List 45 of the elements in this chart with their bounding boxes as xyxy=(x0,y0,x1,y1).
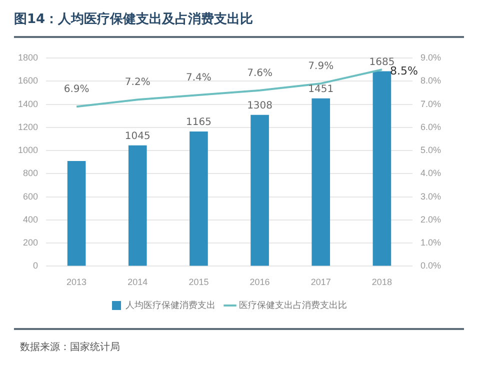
data-label: 7.9% xyxy=(308,61,334,72)
y-tick-label: 1400 xyxy=(18,98,38,109)
y2-tick-label: 3.0% xyxy=(420,191,441,202)
bar xyxy=(312,98,330,266)
y2-tick-label: 7.0% xyxy=(420,98,441,109)
y2-tick-label: 6.0% xyxy=(420,122,441,132)
y-tick-label: 800 xyxy=(22,168,38,178)
y2-tick-label: 9.0% xyxy=(420,52,441,62)
x-tick-label: 2013 xyxy=(66,277,87,288)
bar xyxy=(67,160,86,266)
x-tick-label: 2015 xyxy=(188,277,209,288)
y-tick-label: 1200 xyxy=(18,122,38,132)
chart-title: 图14：人均医疗保健支出及占消费支出比 xyxy=(14,10,254,28)
y-tick-label: 0 xyxy=(33,260,38,271)
legend-label: 人均医疗保健消费支出 xyxy=(126,300,216,310)
legend-label: 医疗保健支出占消费支出比 xyxy=(239,300,347,310)
y2-tick-label: 8.0% xyxy=(420,76,441,86)
y-tick-label: 1800 xyxy=(18,52,38,62)
bar xyxy=(372,71,392,266)
data-label: 7.4% xyxy=(186,72,212,84)
x-tick-label: 2016 xyxy=(250,277,270,288)
data-label: 1308 xyxy=(247,100,273,112)
y2-tick-label: 2.0% xyxy=(420,214,441,224)
y2-tick-label: 4.0% xyxy=(420,168,441,178)
y-tick-label: 600 xyxy=(22,191,38,202)
data-label: 1165 xyxy=(186,117,212,128)
x-tick-label: 2014 xyxy=(128,277,148,288)
bar xyxy=(250,114,269,266)
y-tick-label: 400 xyxy=(22,214,38,224)
bar xyxy=(190,131,208,266)
y-tick-label: 200 xyxy=(22,238,38,248)
y2-tick-label: 0.0% xyxy=(420,260,441,271)
x-tick-label: 2018 xyxy=(372,277,392,288)
data-label: 1045 xyxy=(124,130,150,142)
y2-tick-label: 5.0% xyxy=(420,145,441,156)
data-label: 7.2% xyxy=(124,77,150,88)
bar xyxy=(128,145,147,266)
source-note: 数据来源：国家统计局 xyxy=(20,340,120,354)
y2-tick-label: 1.0% xyxy=(420,238,441,248)
y-tick-label: 1600 xyxy=(18,76,38,86)
data-label: 6.9% xyxy=(64,84,90,96)
data-label: 1451 xyxy=(308,84,334,95)
data-label: 7.6% xyxy=(247,68,272,79)
x-tick-label: 2017 xyxy=(310,277,331,288)
y-tick-label: 1000 xyxy=(18,145,38,156)
